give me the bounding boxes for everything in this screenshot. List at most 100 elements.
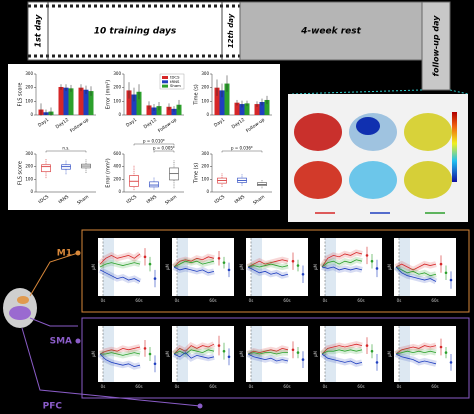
bar [239, 104, 245, 115]
x-tick-label: tDCS [125, 194, 138, 205]
mean-dot [148, 352, 152, 356]
y-axis-label: μM [239, 350, 244, 357]
y-tick-label: 200 [25, 164, 33, 169]
y-axis-label: Time (s) [194, 163, 200, 184]
x-tick-label: tDCS [37, 194, 50, 205]
row-frame [81, 229, 470, 313]
series-line [395, 345, 437, 355]
y-axis-label: FLS score [18, 83, 24, 107]
brain [349, 161, 397, 199]
series-line [99, 253, 141, 265]
head-model [3, 252, 201, 407]
brain-maps [288, 89, 469, 222]
timeline: 1st day 10 training days 12th day 4-week… [27, 1, 451, 91]
region-label: PFC [43, 402, 63, 412]
series-line [99, 346, 141, 355]
y-axis-label: μM [165, 350, 170, 357]
training-label: 10 training days [94, 27, 177, 37]
series-line [99, 353, 141, 368]
y-tick-label: 0 [30, 112, 33, 117]
y-tick-label: 300 [201, 151, 209, 156]
legend-label: tDCS [170, 75, 180, 80]
series-line [395, 350, 437, 355]
bar [78, 87, 84, 115]
brain [294, 161, 342, 199]
bar [259, 102, 265, 115]
connector [449, 89, 469, 95]
x-tick-label: 0s [323, 384, 328, 389]
first-day: 1st day [34, 14, 43, 48]
followup-label: follow-up day [432, 15, 441, 77]
series-line [247, 353, 289, 362]
mean-dot [444, 351, 448, 354]
x-tick-label: 0s [175, 384, 180, 389]
mean-dot [444, 271, 448, 275]
brain [404, 113, 452, 151]
x-tick-label: tRNS [57, 194, 70, 205]
stim-band [103, 326, 114, 382]
series-line [395, 353, 437, 365]
series-line [395, 263, 437, 271]
x-tick-label: tRNS [145, 194, 158, 205]
bar [83, 89, 89, 115]
mean-dot [439, 345, 443, 349]
mean-dot [217, 257, 221, 260]
y-axis-label: Error (mm²) [106, 158, 112, 187]
mean-dot [148, 262, 152, 266]
bar [176, 104, 182, 115]
mean-dot [375, 361, 379, 364]
bar [166, 106, 172, 115]
bar [171, 108, 177, 115]
bar [219, 90, 225, 115]
x-tick-label: tRNS [233, 194, 246, 205]
colorbar [452, 112, 457, 182]
mean-dot [370, 349, 374, 353]
box [41, 164, 51, 173]
bar [126, 90, 132, 115]
bar [244, 103, 250, 115]
mean-dot [222, 349, 226, 353]
y-axis-label: Error (mm²) [106, 80, 112, 109]
y-axis-label: μM [387, 350, 392, 357]
y-tick-label: 200 [25, 85, 33, 90]
y-tick-label: 0 [30, 189, 33, 194]
y-tick-label: 300 [113, 71, 121, 76]
day12-label: 12th day [227, 13, 235, 48]
mean-dot [222, 261, 226, 264]
series-line [321, 252, 363, 268]
bar [136, 91, 142, 115]
stim-band [325, 238, 336, 296]
stim-band [251, 326, 262, 382]
region-dot [197, 403, 203, 409]
stim-band [325, 326, 336, 382]
mean-dot [301, 358, 305, 361]
x-tick-label: 60s [431, 384, 438, 389]
y-tick-label: 100 [201, 98, 209, 103]
y-axis-label: FLS score [18, 161, 24, 185]
x-tick-label: 0s [101, 298, 106, 303]
y-axis-label: Time (s) [194, 84, 200, 105]
x-tick-label: tDCS [213, 194, 226, 205]
mean-dot [153, 277, 157, 280]
y-tick-label: 100 [113, 98, 121, 103]
mean-dot [449, 361, 453, 364]
mean-dot [291, 348, 295, 352]
mean-dot [217, 344, 221, 347]
bracket [153, 150, 175, 153]
mean-dot [365, 254, 369, 257]
y-tick-label: 0 [118, 112, 121, 117]
annotation: n.s. [62, 146, 69, 151]
region-label: M1 [57, 249, 72, 259]
series-line [321, 259, 363, 268]
cortex [9, 306, 31, 320]
series-line [173, 260, 215, 268]
y-tick-label: 200 [113, 85, 121, 90]
series-line [321, 266, 363, 271]
connector [21, 327, 201, 407]
mean-dot [375, 267, 379, 270]
x-tick-label: 0s [323, 298, 328, 303]
bracket [45, 150, 87, 153]
bar [131, 94, 137, 115]
y-axis-label: μM [91, 263, 96, 270]
y-tick-label: 200 [201, 164, 209, 169]
